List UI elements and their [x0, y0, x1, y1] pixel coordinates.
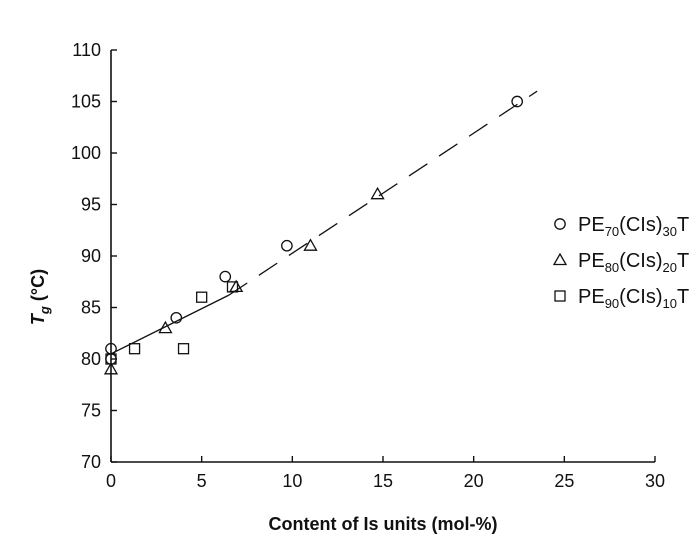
y-tick-label: 90 [81, 246, 101, 266]
y-tick-label: 110 [72, 40, 101, 60]
data-point-square [105, 353, 117, 365]
y-tick-label: 75 [81, 401, 101, 421]
x-tick-label: 25 [554, 471, 574, 491]
axes [110, 50, 655, 463]
fit-line-solid [110, 294, 230, 355]
fit-line-dashed [228, 90, 538, 296]
y-tick-label: 85 [81, 298, 101, 318]
data-point-circle [511, 95, 524, 108]
x-axis-title: Content of Is units (mol-%) [269, 514, 498, 534]
y-tick-label: 80 [81, 349, 101, 369]
legend-label: PE80(CIs)20T [578, 250, 689, 275]
data-point-square [226, 281, 239, 293]
fit-lines [110, 90, 538, 355]
x-tick-label: 20 [464, 471, 484, 491]
data-point-square [128, 343, 141, 355]
data-point-triangle [370, 186, 385, 200]
x-tick-label: 0 [106, 471, 116, 491]
data-point-circle [281, 239, 293, 252]
x-tick-label: 10 [282, 471, 302, 491]
y-axis-title-unit: (°C) [28, 269, 48, 306]
data-point-triangle [103, 361, 119, 375]
y-tick-label: 100 [71, 143, 101, 163]
markers [103, 95, 524, 375]
data-point-square [177, 343, 190, 355]
data-point-square [196, 291, 208, 303]
data-point-triangle [303, 238, 318, 251]
legend: PE70(CIs)30T PE80(CIs)20T PE90(CIs)10T [552, 214, 689, 311]
data-point-triangle [158, 320, 173, 334]
legend-marker-triangle [552, 252, 568, 266]
y-axis-title-sub: g [37, 306, 52, 315]
x-tick-label: 5 [197, 471, 207, 491]
y-tick-label: 105 [71, 92, 101, 112]
legend-label: PE70(CIs)30T [578, 214, 689, 239]
legend-marker-square [554, 290, 566, 302]
data-point-circle [219, 270, 232, 283]
legend-marker-circle [554, 218, 566, 230]
x-tick-label: 15 [373, 471, 393, 491]
x-tick-label: 30 [645, 471, 665, 491]
y-axis-title: Tg (°C) [28, 269, 52, 325]
y-tick-label: 95 [81, 195, 101, 215]
y-tick-label: 70 [81, 452, 101, 472]
ticks: 0 5 10 15 20 25 30 70 75 80 85 90 95 100 105 110 [71, 40, 665, 491]
data-point-circle [170, 311, 183, 324]
y-axis-title-main: T [28, 312, 48, 325]
legend-label: PE90(CIs)10T [578, 286, 689, 311]
